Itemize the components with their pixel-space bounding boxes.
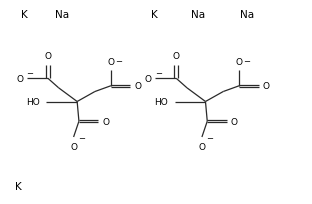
Text: Na: Na (240, 10, 254, 19)
Text: −: − (155, 69, 162, 78)
Text: O: O (144, 74, 151, 83)
Text: −: − (78, 133, 85, 142)
Text: HO: HO (154, 98, 168, 106)
Text: −: − (244, 57, 251, 66)
Text: O: O (102, 117, 109, 126)
Text: K: K (151, 10, 158, 19)
Text: K: K (21, 10, 28, 19)
Text: O: O (70, 142, 77, 151)
Text: −: − (206, 133, 213, 142)
Text: O: O (134, 82, 141, 91)
Text: O: O (230, 117, 237, 126)
Text: −: − (26, 69, 33, 78)
Text: O: O (198, 142, 205, 151)
Text: −: − (115, 57, 122, 66)
Text: O: O (107, 58, 115, 67)
Text: HO: HO (26, 98, 40, 106)
Text: O: O (236, 58, 243, 67)
Text: K: K (15, 181, 22, 191)
Text: O: O (45, 52, 51, 61)
Text: Na: Na (191, 10, 205, 19)
Text: O: O (16, 74, 23, 83)
Text: O: O (173, 52, 180, 61)
Text: Na: Na (55, 10, 69, 19)
Text: O: O (262, 82, 269, 91)
